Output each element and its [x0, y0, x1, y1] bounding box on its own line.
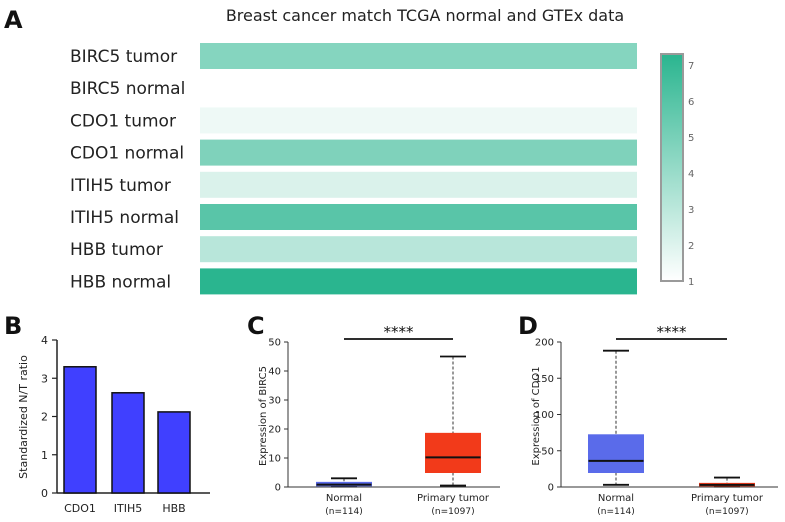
colorbar-tick-label: 1: [688, 277, 694, 288]
y-tick-label: 50: [268, 338, 281, 349]
panel-label-a: A: [4, 6, 23, 34]
bar: [111, 392, 145, 494]
y-tick-label: 0: [41, 487, 48, 500]
boxplot-cdo1-marks: 0 50 100 150 200 Normal (n=114) Primary tumor (n…: [535, 323, 778, 517]
heatmap-cell: [200, 268, 637, 295]
x-tick-label: Primary tumor: [417, 493, 490, 504]
bar: [157, 411, 191, 494]
panel-label-d: D: [518, 312, 538, 340]
box: [588, 434, 644, 473]
bar: [63, 366, 97, 494]
colorbar-tick-label: 5: [688, 133, 694, 144]
group-count-label: (n=114): [597, 507, 634, 517]
heatmap-cell: [200, 236, 637, 263]
x-tick-label: ITIH5: [114, 502, 142, 515]
y-tick-label: 3: [41, 372, 48, 385]
heatmap-title: Breast cancer match TCGA normal and GTEx…: [226, 6, 624, 25]
heatmap-row-label: CDO1 tumor: [70, 111, 176, 131]
heatmap-cell: [200, 107, 637, 134]
colorbar-tick-label: 4: [688, 169, 694, 180]
x-tick-label: Normal: [326, 493, 362, 504]
heatmap-row-label: CDO1 normal: [70, 144, 184, 164]
y-axis-label: Standardized N/T ratio: [17, 355, 30, 479]
significance-label: ****: [657, 323, 688, 341]
y-tick-label: 150: [535, 374, 554, 385]
bar-chart-panel: Standardized N/T ratio 0 1 2 3 4 CDO1 ITIH5 HBB: [17, 334, 210, 515]
heatmap-panel: Breast cancer match TCGA normal and GTEx…: [70, 6, 694, 295]
y-tick-label: 50: [541, 446, 554, 457]
box: [425, 432, 481, 474]
heatmap-cell: [200, 75, 637, 102]
heatmap-cell: [200, 139, 637, 166]
y-tick-label: 1: [41, 449, 48, 462]
y-tick-label: 40: [268, 367, 281, 378]
y-axis-label: Expression of BIRC5: [258, 366, 269, 466]
colorbar-tick-label: 7: [688, 61, 694, 72]
panel-label-b: B: [4, 312, 22, 340]
heatmap-row-label: ITIH5 normal: [70, 208, 179, 228]
bar-chart-marks: 0 1 2 3 4 CDO1 ITIH5 HBB: [41, 334, 210, 515]
colorbar-tick-label: 6: [688, 97, 694, 108]
y-tick-label: 4: [41, 334, 48, 347]
heatmap-row-label: HBB normal: [70, 272, 171, 292]
group-count-label: (n=114): [325, 507, 362, 517]
group-count-label: (n=1097): [705, 507, 748, 517]
y-tick-label: 2: [41, 411, 48, 424]
heatmap-cell: [200, 43, 637, 69]
heatmap-row-label: ITIH5 tumor: [70, 176, 171, 196]
y-tick-label: 30: [268, 396, 281, 407]
boxplot-cdo1-panel: Expression of CDO1 0 50 100 150 200 Normal (n=…: [531, 323, 778, 517]
heatmap-row-label: BIRC5 tumor: [70, 47, 177, 67]
x-tick-label: Primary tumor: [691, 493, 764, 504]
y-tick-label: 0: [275, 483, 281, 494]
x-tick-label: CDO1: [64, 502, 96, 515]
significance-label: ****: [384, 323, 415, 341]
heatmap-cell: [200, 171, 637, 198]
y-tick-label: 0: [548, 483, 554, 494]
y-axis-label: Expression of CDO1: [531, 366, 542, 465]
y-tick-label: 200: [535, 338, 554, 349]
heatmap-rows: BIRC5 tumor BIRC5 normal CDO1 tumor CDO1 no…: [70, 43, 637, 295]
y-tick-label: 100: [535, 410, 554, 421]
boxplot-birc5-panel: Expression of BIRC5 0 10 20 30 40 50 Normal (n=…: [258, 323, 500, 517]
colorbar: [660, 53, 684, 282]
panel-label-c: C: [247, 312, 265, 340]
colorbar-tick-label: 2: [688, 241, 694, 252]
x-tick-label: Normal: [598, 493, 634, 504]
y-tick-label: 10: [268, 454, 281, 465]
x-tick-label: HBB: [162, 502, 185, 515]
heatmap-row-label: HBB tumor: [70, 240, 163, 260]
heatmap-row-label: BIRC5 normal: [70, 79, 185, 99]
boxplot-birc5-marks: 0 10 20 30 40 50 Normal (n=114) Primary tumor (n=…: [268, 323, 500, 517]
heatmap-cell: [200, 204, 637, 230]
group-count-label: (n=1097): [431, 507, 474, 517]
y-tick-label: 20: [268, 425, 281, 436]
colorbar-tick-label: 3: [688, 205, 694, 216]
colorbar-ticks: 1 2 3 4 5 6 7: [688, 61, 694, 288]
